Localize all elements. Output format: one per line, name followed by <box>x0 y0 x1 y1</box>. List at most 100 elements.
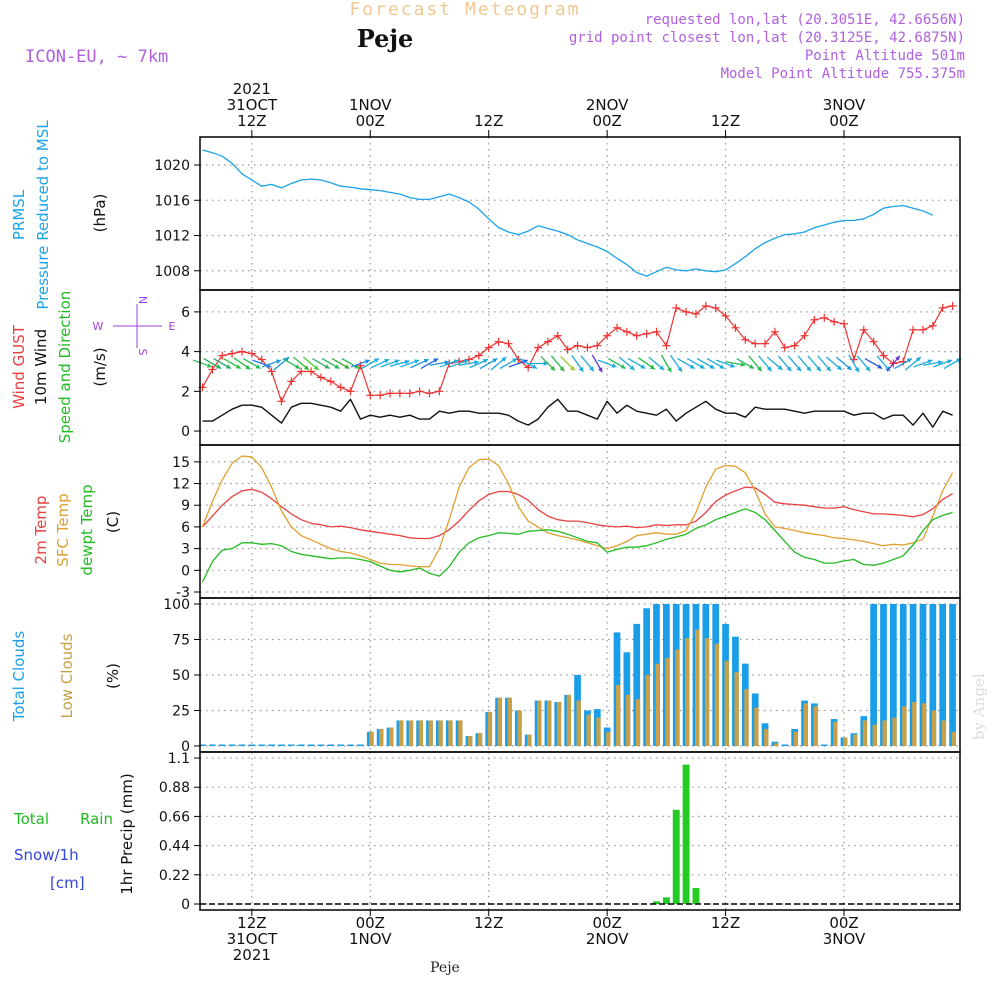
low-cloud-bar <box>921 703 927 746</box>
low-cloud-bar <box>882 720 887 746</box>
total-clouds-label: Total Clouds <box>10 631 28 723</box>
wind-arrow-head <box>433 358 439 363</box>
low-cloud-bar <box>744 689 749 746</box>
precip-ytick-label: 0.88 <box>159 780 190 796</box>
wind-arrow-head <box>915 357 921 362</box>
total-cloud-bar <box>327 744 335 746</box>
wind-ytick-label: 0 <box>181 424 190 440</box>
low-cloud-bar <box>606 731 611 746</box>
wind-arrow-head <box>324 364 330 369</box>
top-time-label: 00Z <box>829 112 858 130</box>
axis-layer: 1008 1012 1016 1020 0 2 4 6 -3 0 3 6 9 12 15 0 25 50 75 100… <box>154 80 866 964</box>
top-time-label: 12Z <box>237 112 266 130</box>
low-cloud-bar <box>862 720 868 746</box>
wind-arrow-head <box>730 363 735 368</box>
low-cloud-bar <box>675 649 680 746</box>
wind-arrow-head <box>512 358 518 363</box>
wind-arrow-head <box>806 366 811 372</box>
low-cloud-bar <box>892 717 897 746</box>
wind-arrow-head <box>649 364 655 370</box>
rain-bar <box>662 897 670 904</box>
wind-arrow-head <box>796 366 802 372</box>
top-time-label: 00Z <box>592 112 621 130</box>
wind-arrow-head <box>344 364 350 369</box>
clouds-ytick-label: 75 <box>172 633 190 649</box>
compass-legend: N W E S <box>93 296 176 356</box>
low-cloud-bar <box>487 711 493 746</box>
low-cloud-bar <box>438 720 443 746</box>
wind-arrow-head <box>766 366 772 372</box>
wind-arrow-head <box>216 364 222 369</box>
watermark: by Angel <box>970 673 988 740</box>
bottom-time-label: 2NOV <box>586 930 629 948</box>
low-cloud-bar <box>724 660 729 746</box>
wind-arrow-head <box>699 364 705 369</box>
total-cloud-bar <box>889 604 897 746</box>
wind-arrow-head <box>294 364 300 369</box>
low-cloud-bar <box>556 701 562 746</box>
low-cloud-bar <box>566 694 572 746</box>
wind-arrow-head <box>578 366 584 372</box>
low-cloud-bar <box>398 720 404 746</box>
precip-ytick-label: 0 <box>181 897 190 913</box>
precip-panel-labels: Total Rain Snow/1h [cm] 1hr Precip (mm) <box>13 773 136 894</box>
low-cloud-bar <box>764 728 769 746</box>
temperature-ytick-label: 9 <box>181 498 190 514</box>
wind-arrow-head <box>531 364 537 369</box>
sfc-temp-line <box>201 455 954 568</box>
total-cloud-bar <box>929 604 937 746</box>
low-cloud-bar <box>685 638 690 746</box>
precip-ytick-label: 0.44 <box>159 839 190 855</box>
low-cloud-bar <box>843 737 848 746</box>
wind-arrow-head <box>354 364 360 369</box>
precip-rain-label: Rain <box>80 810 113 828</box>
total-cloud-bar <box>287 744 295 746</box>
wind-arrow-head <box>677 366 682 372</box>
low-cloud-bar <box>734 672 739 746</box>
prmsl-label: PRMSL <box>10 189 28 240</box>
wind-arrow-head <box>865 366 871 372</box>
t2m-label: 2m Temp <box>32 496 50 565</box>
wind-label: 10m Wind <box>32 329 50 405</box>
dewpt-line <box>201 508 953 583</box>
compass-north: N <box>136 296 149 304</box>
gridpoint-coords: grid point closest lon,lat (20.3125E, 42… <box>569 30 965 46</box>
low-cloud-bar <box>537 700 542 746</box>
low-cloud-bar <box>941 720 947 746</box>
low-cloud-bar <box>369 731 374 746</box>
low-cloud-bar <box>527 734 532 746</box>
wind-arrow-head <box>719 364 725 369</box>
total-cloud-bar <box>880 604 887 746</box>
bottom-time-label: 12Z <box>237 914 266 932</box>
low-cloud-bar <box>635 699 641 746</box>
total-cloud-bar <box>899 604 907 746</box>
wind-arrow-head <box>482 358 488 364</box>
wind-arrow-head <box>245 364 251 370</box>
wind-dir-label: Speed and Direction <box>56 291 74 444</box>
wind-arrow-head <box>384 358 390 364</box>
wind-arrow-head <box>444 360 450 365</box>
wind-arrow-head <box>836 365 842 370</box>
bottom-time-label: 1NOV <box>349 930 392 948</box>
wind-arrow-head <box>559 366 565 372</box>
requested-coords: requested lon,lat (20.3051E, 42.6656N) <box>645 12 965 28</box>
total-cloud-bar <box>199 744 206 746</box>
wind-arrow-head <box>550 365 555 371</box>
low-cloud-bar <box>852 734 858 746</box>
point-altitude: Point Altitude 501m <box>805 48 965 64</box>
precip-unit: 1hr Precip (mm) <box>118 773 136 894</box>
wind-arrow-head <box>611 363 617 368</box>
wind-arrow-head <box>364 359 370 364</box>
low-cloud-bar <box>704 638 710 746</box>
total-cloud-bar <box>278 744 285 746</box>
low-cloud-bar <box>625 694 631 746</box>
total-cloud-bar <box>228 744 236 746</box>
rain-bar <box>653 901 660 904</box>
total-cloud-bar <box>870 604 877 746</box>
rain-bar <box>692 888 700 904</box>
top-time-label: 31OCT <box>227 96 278 114</box>
wind-arrow-head <box>394 359 400 364</box>
wind-arrow-head <box>895 355 900 361</box>
pressure-unit: (hPa) <box>91 194 109 233</box>
precip-frame <box>199 751 961 911</box>
